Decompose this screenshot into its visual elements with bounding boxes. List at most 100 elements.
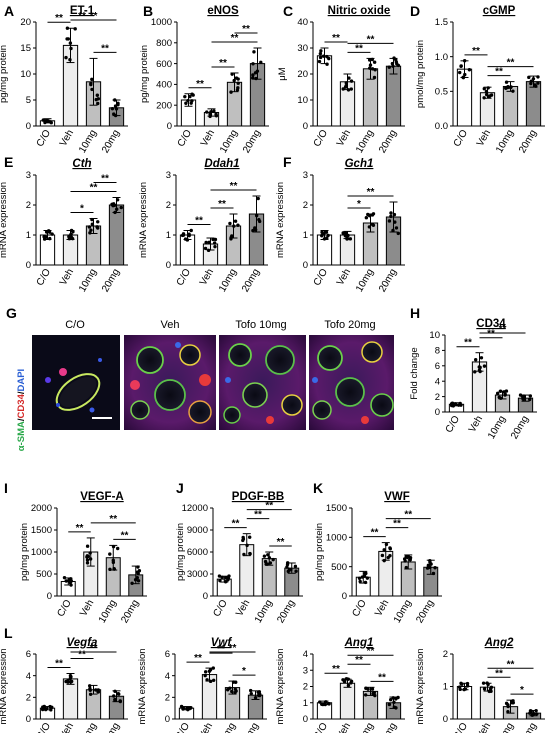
data-point [217, 574, 222, 578]
category-label: 20mg [241, 128, 263, 155]
micro-label-co: C/O [65, 319, 85, 331]
sig-marker: ** [217, 644, 225, 655]
data-point [136, 579, 141, 583]
y-axis-label: mRNA expression [275, 648, 286, 724]
chart-title: PDGF-BB [232, 491, 284, 503]
sig-marker: ** [495, 668, 503, 679]
category-label: C/O [55, 598, 74, 619]
data-point [233, 219, 238, 223]
y-tick-label: 20 [20, 17, 31, 28]
data-point [528, 397, 532, 402]
data-point [43, 119, 47, 123]
data-point [372, 60, 377, 64]
y-tick-label: 1 [26, 230, 31, 241]
y-tick-label: 12000 [182, 503, 208, 514]
category-label: C/O [176, 128, 195, 149]
category-label: 20mg [377, 128, 399, 155]
data-point [188, 94, 192, 99]
data-point [94, 688, 98, 692]
category-label: 10mg [354, 721, 376, 733]
data-point [248, 551, 252, 556]
data-point [236, 223, 240, 227]
data-point [247, 535, 252, 539]
y-tick-label: 0 [303, 714, 308, 725]
data-point [293, 564, 298, 569]
sig-marker: ** [90, 11, 98, 22]
bar [62, 678, 79, 720]
y-tick-label: 2000 [31, 503, 52, 514]
sig-marker: ** [242, 24, 250, 35]
data-point [96, 220, 100, 224]
data-point [212, 241, 217, 245]
y-tick-label: 1 [443, 682, 448, 693]
category-label: 20mg [414, 598, 436, 625]
data-point [404, 565, 408, 570]
data-point [482, 86, 486, 91]
panel-letter-e: E [4, 154, 13, 170]
sig-marker: ** [195, 216, 203, 227]
data-point [370, 687, 375, 691]
data-point [253, 71, 258, 75]
panel-letter-d: D [410, 3, 420, 19]
data-point [259, 60, 263, 65]
data-point [228, 221, 232, 226]
category-label: Veh [373, 598, 391, 618]
chart-title: ET-1 [70, 5, 95, 17]
stain-slash-1: / [16, 418, 27, 421]
y-tick-label: 0.5 [435, 87, 448, 98]
y-tick-label: 15 [20, 43, 31, 54]
y-tick-label: 2 [26, 200, 31, 211]
data-point [66, 678, 70, 683]
y-axis-label: pmol/mg protein [415, 40, 426, 108]
data-point [203, 673, 207, 678]
y-tick-label: 500 [331, 562, 347, 573]
data-point [358, 579, 362, 584]
micro-label-veh: Veh [161, 319, 180, 331]
data-point [47, 230, 52, 234]
chart-title: Nitric oxide [328, 5, 391, 17]
sig-marker: ** [254, 510, 262, 521]
data-point [326, 701, 331, 706]
sig-marker: ** [230, 181, 238, 192]
sig-marker: ** [229, 643, 237, 654]
bar [339, 682, 356, 720]
data-point [112, 694, 116, 698]
data-point [489, 685, 494, 689]
sig-marker: * [242, 666, 246, 677]
y-tick-label: 1500 [326, 503, 347, 514]
y-tick-label: 4 [303, 649, 308, 660]
y-tick-label: 2 [26, 693, 31, 704]
y-tick-label: 0 [443, 714, 448, 725]
y-tick-label: 1 [166, 230, 171, 241]
data-point [317, 59, 322, 64]
data-point [363, 580, 368, 585]
data-point [482, 364, 487, 368]
panel-letter-f: F [283, 154, 292, 170]
chart-j: J PDGF-BB 0 3000 6000 9000 12000 pg/mg protein C… [175, 480, 303, 625]
sig-marker: ** [265, 501, 273, 512]
data-point [135, 575, 139, 580]
category-label: 20mg [377, 267, 399, 294]
data-point [489, 93, 494, 97]
category-label: C/O [312, 128, 331, 149]
category-label: 10mg [216, 721, 238, 733]
data-point [536, 81, 540, 85]
y-tick-label: 5 [26, 95, 31, 106]
sig-marker: ** [371, 528, 379, 539]
y-tick-label: 1 [303, 698, 308, 709]
sig-marker: ** [76, 523, 84, 534]
data-point [88, 551, 92, 555]
data-point [509, 85, 513, 89]
panel-letter-k: K [313, 480, 323, 496]
data-point [458, 70, 462, 75]
sig-marker: ** [507, 659, 515, 670]
y-tick-label: 6 [435, 361, 440, 372]
chart-title: Vegfa [67, 637, 98, 649]
sig-marker: ** [55, 13, 63, 24]
data-point [85, 558, 90, 562]
